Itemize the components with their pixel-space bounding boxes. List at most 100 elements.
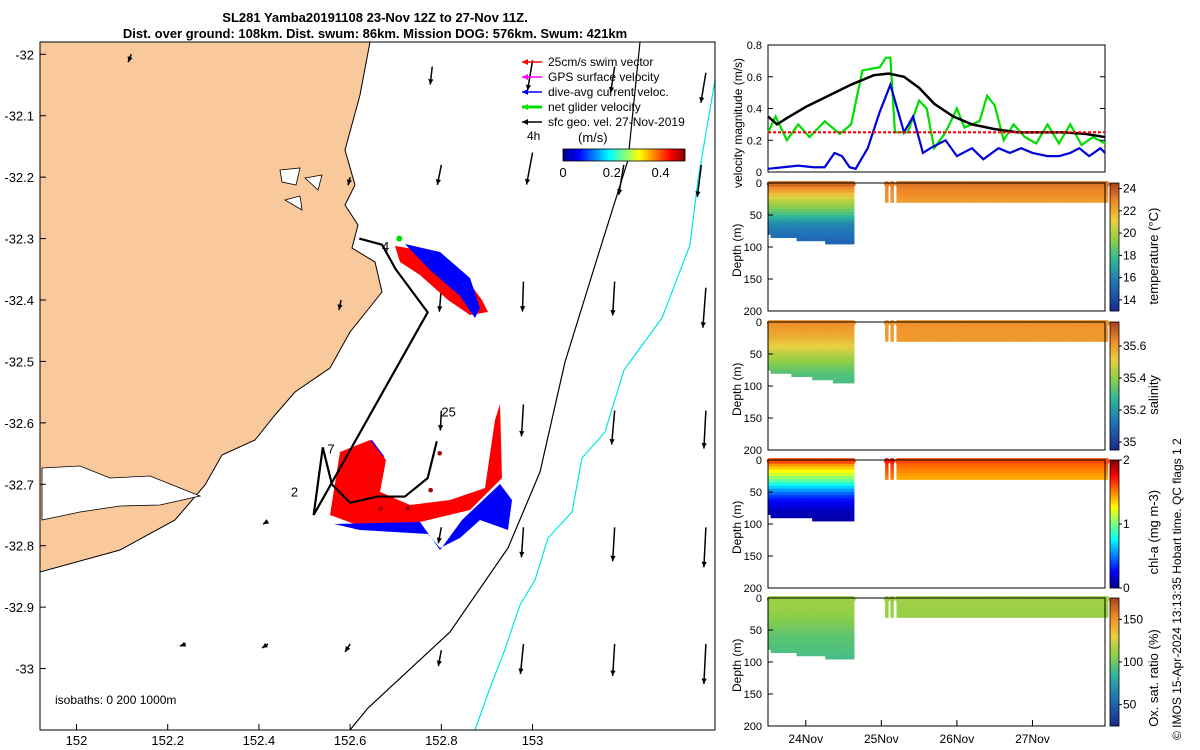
section-colorbar-cell bbox=[1110, 501, 1119, 503]
section-cell bbox=[1054, 472, 1058, 477]
section-cell bbox=[885, 469, 889, 474]
section-cell bbox=[786, 492, 790, 496]
section-cell bbox=[851, 379, 855, 384]
section-cell bbox=[1031, 472, 1035, 477]
section-cell bbox=[982, 476, 987, 480]
section-cell bbox=[896, 472, 900, 477]
section-cell bbox=[851, 186, 855, 190]
section-cell bbox=[778, 224, 782, 229]
section-cell bbox=[840, 231, 845, 235]
section-colorbar-cell bbox=[1110, 511, 1119, 513]
section-cell bbox=[967, 476, 971, 480]
section-cell bbox=[1008, 472, 1012, 477]
section-cell bbox=[1077, 334, 1081, 339]
colorbar-cell bbox=[571, 149, 573, 161]
section-cell bbox=[909, 469, 913, 474]
section-cell bbox=[786, 192, 790, 197]
section-cell bbox=[835, 492, 839, 496]
section-cell bbox=[822, 334, 826, 339]
section-colorbar-cell bbox=[1110, 367, 1119, 369]
section-colorbar-cell bbox=[1110, 296, 1119, 298]
section-cell bbox=[770, 338, 774, 342]
section-cell bbox=[814, 630, 819, 634]
section-cell bbox=[1089, 325, 1094, 329]
section-cell bbox=[791, 370, 795, 374]
section-cell bbox=[835, 466, 839, 471]
section-cell bbox=[817, 466, 821, 471]
section-cell bbox=[947, 338, 951, 342]
section-cell bbox=[814, 646, 819, 650]
section-cell bbox=[1051, 195, 1055, 200]
section-cell bbox=[817, 331, 821, 336]
section-cell bbox=[770, 195, 774, 200]
section-cell bbox=[835, 479, 839, 483]
section-colorbar-cell bbox=[1110, 413, 1119, 415]
geostrophic-arrow-shaft bbox=[703, 643, 707, 685]
section-cell bbox=[1066, 192, 1071, 197]
section-cell bbox=[848, 344, 852, 349]
section-cell bbox=[898, 338, 903, 342]
section-cell bbox=[788, 463, 793, 467]
section-cell bbox=[778, 476, 782, 480]
section-colorbar-cell bbox=[1110, 478, 1119, 480]
section-cell bbox=[822, 492, 826, 496]
colorbar-cell bbox=[674, 149, 676, 161]
section-cell bbox=[791, 325, 795, 329]
section-cell bbox=[1026, 199, 1030, 203]
section-cell bbox=[804, 350, 808, 355]
section-cell bbox=[1071, 195, 1076, 200]
section-cell bbox=[944, 472, 949, 477]
section-cell bbox=[851, 218, 855, 222]
section-cell bbox=[1087, 469, 1091, 474]
section-cell bbox=[812, 501, 816, 506]
section-colorbar-cell bbox=[1110, 577, 1119, 579]
section-cell bbox=[770, 192, 774, 197]
section-cell bbox=[932, 186, 936, 190]
section-colorbar-cell bbox=[1110, 269, 1119, 271]
section-colorbar-cell bbox=[1110, 290, 1119, 292]
section-cell bbox=[825, 492, 829, 496]
section-cell bbox=[993, 189, 997, 194]
section-cell bbox=[830, 488, 834, 493]
section-cell bbox=[1059, 328, 1063, 333]
section-cell bbox=[1018, 331, 1022, 336]
section-cell bbox=[835, 498, 839, 503]
section-cell bbox=[796, 189, 800, 194]
geostrophic-arrow-head bbox=[436, 537, 442, 544]
section-cell bbox=[1000, 476, 1005, 480]
section-cell bbox=[791, 636, 795, 641]
section-cell bbox=[799, 620, 803, 625]
section-cell bbox=[1089, 192, 1094, 197]
section-cell bbox=[1023, 472, 1027, 477]
section-cell bbox=[1010, 186, 1015, 190]
geostrophic-arrow-shaft bbox=[703, 410, 707, 449]
section-cell bbox=[1087, 192, 1091, 197]
section-colorbar-cell bbox=[1110, 550, 1119, 552]
section-cell bbox=[949, 331, 954, 336]
section-colorbar-cell bbox=[1110, 365, 1119, 367]
section-cell bbox=[838, 511, 842, 515]
section-cell bbox=[885, 466, 889, 471]
colorbar-cell bbox=[615, 149, 617, 161]
geostrophic-arrow-shaft bbox=[703, 527, 707, 568]
section-cell bbox=[819, 328, 824, 333]
section-cell bbox=[845, 331, 850, 336]
section-cell bbox=[809, 649, 813, 653]
section-cell bbox=[768, 221, 772, 226]
section-cell bbox=[832, 636, 837, 641]
section-cell bbox=[924, 199, 928, 203]
section-cell bbox=[838, 231, 842, 235]
section-cell bbox=[825, 234, 829, 238]
section-cell bbox=[778, 366, 782, 371]
section-cell bbox=[804, 620, 808, 625]
section-cell bbox=[812, 604, 816, 609]
section-cell bbox=[1031, 189, 1035, 194]
section-cell bbox=[967, 199, 971, 203]
section-cell bbox=[1026, 472, 1030, 477]
section-cell bbox=[851, 224, 855, 229]
section-cell bbox=[783, 328, 787, 333]
section-cell bbox=[838, 224, 842, 229]
section-cell bbox=[768, 501, 772, 506]
section-cell bbox=[921, 331, 926, 336]
section-cell bbox=[942, 189, 946, 194]
